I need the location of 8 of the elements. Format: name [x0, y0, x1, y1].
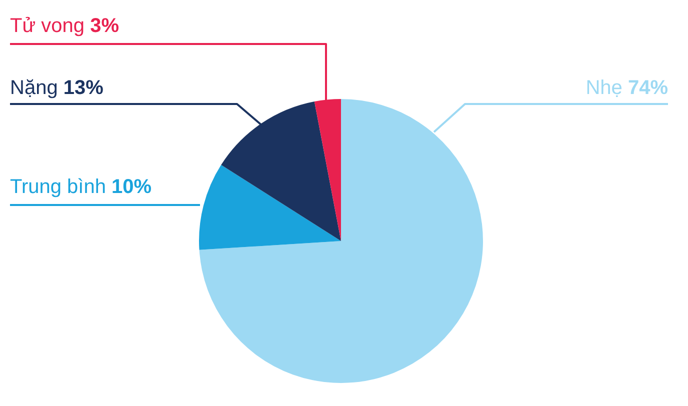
slice-label: Tử vong	[10, 15, 85, 37]
data-label: 10%	[112, 176, 152, 198]
data-label: 74%	[628, 77, 668, 99]
slice-label: Trung bình	[10, 176, 106, 198]
slice-label: Nhẹ	[586, 77, 622, 99]
slice-label: Nặng	[10, 77, 58, 99]
data-label: 3%	[90, 15, 120, 37]
data-label: 13%	[63, 77, 104, 99]
